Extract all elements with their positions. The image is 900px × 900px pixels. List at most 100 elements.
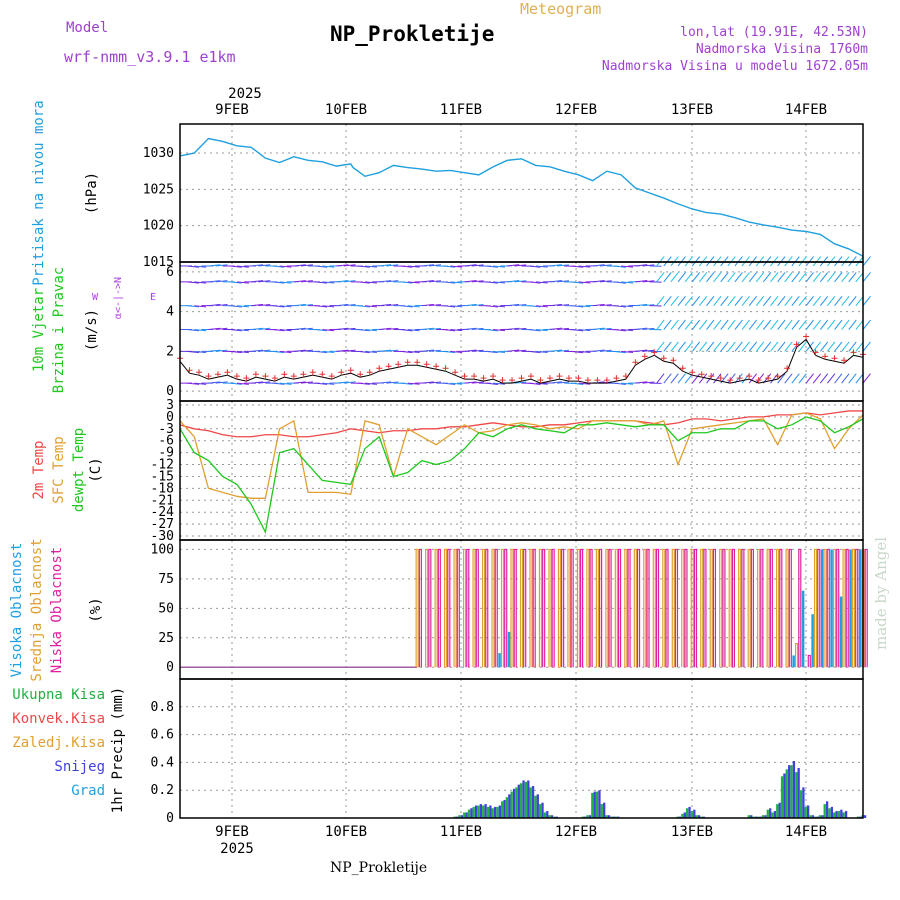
low-cloud-bar: [485, 548, 489, 668]
total-precip-bar: [790, 765, 793, 818]
snow-bar: [769, 808, 772, 818]
wind-arrow: [706, 319, 715, 330]
wind-arrow: [343, 303, 356, 307]
snow-bar: [512, 788, 516, 818]
total-precip-bar: [686, 808, 689, 818]
panel-frame: [179, 123, 864, 263]
wind-arrow: [734, 272, 743, 283]
wind-gust-mark: [461, 373, 468, 380]
wind-arrow: [357, 329, 370, 332]
wind-arrow: [535, 305, 548, 308]
wind-arrow: [364, 265, 377, 268]
wind-arrow: [272, 382, 285, 385]
low-cloud-bar: [532, 548, 536, 668]
model-label: Model: [66, 20, 109, 36]
wind-arrow: [684, 295, 693, 306]
wind-arrow: [805, 295, 814, 306]
y-tick-label: 2: [166, 344, 174, 359]
wind-arrow: [464, 349, 477, 352]
cloud-units: (%): [88, 597, 104, 622]
wind-arrow: [407, 305, 420, 308]
wind-arrow: [770, 272, 779, 283]
mid-cloud-bar: [681, 548, 685, 668]
wind-arrow: [293, 280, 306, 283]
wind-arrow: [613, 265, 626, 268]
low-cloud-bar: [674, 548, 679, 668]
wind-arrow: [557, 327, 570, 331]
total-precip-bar: [486, 806, 490, 818]
wind-arrow: [343, 349, 356, 352]
wind-arrow: [684, 272, 693, 283]
wind-arrow: [613, 281, 626, 284]
high-cloud-bar: [858, 549, 862, 668]
wind-arrow: [571, 329, 584, 332]
wind-gust-mark: [537, 377, 544, 384]
snow-bar: [844, 811, 848, 818]
wind-arrow: [251, 303, 264, 307]
snow-bar: [802, 787, 805, 818]
wind-arrow: [535, 350, 548, 353]
wind-arrow: [485, 281, 498, 284]
wind-arrow: [791, 341, 800, 352]
wind-arrow: [535, 382, 548, 385]
wind-arrow: [208, 303, 221, 307]
wind-arrow: [386, 381, 399, 384]
wind-gust-mark: [784, 365, 791, 372]
wind-arrow: [386, 280, 399, 283]
mid-cloud-bar: [453, 548, 457, 668]
wind-arrow: [293, 327, 306, 331]
wind-arrow: [315, 305, 328, 308]
wind-gust-mark: [584, 377, 591, 384]
wind-arrow: [279, 350, 292, 354]
wind-arrow: [621, 265, 634, 268]
wind-arrow: [791, 319, 800, 330]
mid-cloud-bar: [624, 548, 628, 668]
wind-arrow: [571, 350, 584, 354]
wind-gust-mark: [499, 377, 506, 384]
snow-bar: [527, 780, 530, 818]
wind-arrow: [236, 265, 249, 268]
wind-gust-mark: [357, 371, 364, 378]
wind-arrow: [272, 329, 285, 332]
wind-units: (m/s): [84, 309, 100, 351]
wind-arrow: [492, 281, 506, 284]
low-cloud-bar: [684, 548, 688, 668]
wind-arrow: [855, 373, 864, 384]
wind-arrow: [599, 264, 612, 267]
wind-arrow: [677, 319, 686, 330]
wind-arrow: [592, 327, 605, 331]
wind-gust-mark: [490, 373, 497, 380]
wind-arrow: [571, 382, 584, 385]
wind-gust-mark: [765, 375, 772, 382]
wind-arrow: [670, 295, 679, 306]
snow-bar: [830, 806, 833, 818]
wind-arrow: [187, 265, 200, 268]
wind-arrow: [535, 281, 548, 284]
low-cloud-bar: [845, 548, 849, 668]
wind-arrow: [663, 373, 672, 384]
wind-arrow: [706, 341, 715, 352]
snow-bar: [479, 804, 483, 818]
wind-arrow: [471, 280, 484, 283]
wind-arrow: [400, 350, 413, 354]
wind-arrow: [677, 295, 686, 306]
wind-arrow: [557, 280, 570, 283]
wind-arrow: [443, 350, 456, 354]
wind-arrow: [613, 305, 626, 308]
wind-arrow: [485, 265, 498, 268]
wind-arrow: [251, 349, 264, 352]
wind-arrow: [784, 319, 793, 330]
precip-legend-item: Konvek.Kisa: [12, 711, 105, 727]
mid-cloud-bar: [605, 548, 609, 668]
wind-arrow: [862, 256, 871, 267]
wind-arrow: [549, 303, 562, 307]
wind-arrow: [535, 329, 548, 332]
low-cloud-bar: [598, 548, 603, 668]
wind-arrow: [684, 319, 693, 330]
wind-gust-mark: [746, 373, 753, 380]
wind-arrow: [272, 281, 285, 284]
wind-arrow: [834, 272, 843, 283]
wind-arrow: [848, 341, 857, 352]
wind-arrow: [677, 373, 686, 384]
wind-arrow: [812, 341, 822, 352]
